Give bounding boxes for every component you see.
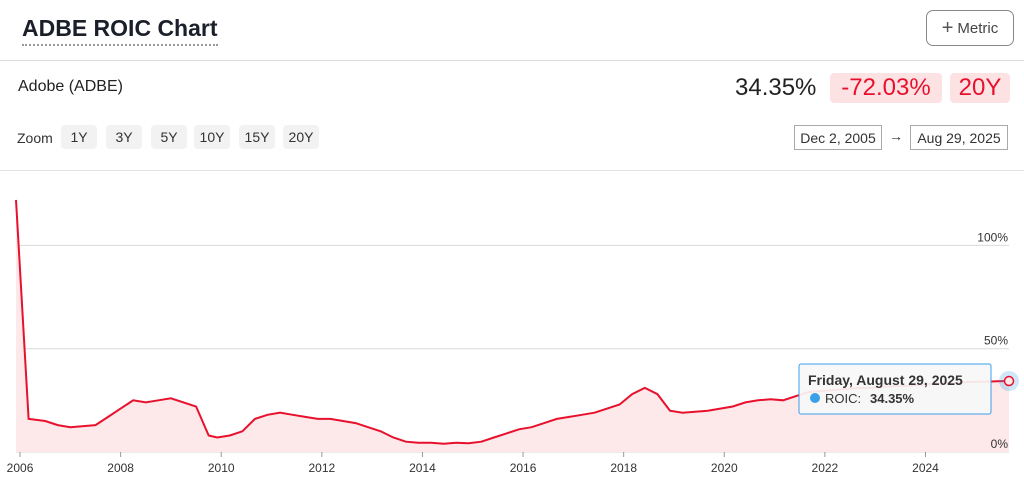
tooltip-date: Friday, August 29, 2025 — [808, 372, 963, 388]
tooltip-series-label: ROIC: — [825, 391, 861, 406]
x-tick-label: 2024 — [912, 461, 939, 475]
header-divider — [0, 60, 1024, 61]
zoom-5y-button[interactable]: 5Y — [151, 125, 187, 149]
zoom-15y-button[interactable]: 15Y — [239, 125, 275, 149]
y-tick-label: 0% — [991, 437, 1009, 451]
metric-button-label: Metric — [957, 19, 999, 37]
company-name: Adobe (ADBE) — [18, 78, 123, 95]
zoom-3y-button[interactable]: 3Y — [106, 125, 142, 149]
arrow-right-icon: → — [889, 128, 903, 144]
add-metric-button[interactable]: + Metric — [926, 10, 1014, 46]
period-badge: 20Y — [950, 73, 1010, 103]
zoom-1y-button[interactable]: 1Y — [61, 125, 97, 149]
y-tick-label: 100% — [977, 230, 1008, 244]
tooltip-value: 34.35% — [870, 391, 915, 406]
x-tick-label: 2014 — [409, 461, 436, 475]
tooltip-box — [798, 363, 992, 415]
x-tick-label: 2008 — [107, 461, 134, 475]
x-tick-label: 2006 — [7, 461, 34, 475]
x-tick-label: 2010 — [208, 461, 235, 475]
hover-marker — [999, 371, 1019, 392]
zoom-label: Zoom — [17, 130, 53, 146]
zoom-10y-button[interactable]: 10Y — [194, 125, 230, 149]
x-tick-label: 2022 — [812, 461, 839, 475]
hover-point — [1003, 375, 1015, 387]
x-tick-label: 2016 — [510, 461, 537, 475]
zoom-20y-button[interactable]: 20Y — [283, 125, 319, 149]
page-title: ADBE ROIC Chart — [22, 14, 218, 46]
to-date-input[interactable] — [910, 125, 1008, 150]
x-tick-label: 2020 — [711, 461, 738, 475]
change-badge: -72.03% — [830, 73, 942, 103]
current-value: 34.35% — [735, 74, 817, 101]
from-date-input[interactable] — [794, 125, 882, 150]
y-axis-ticks: 0% 50% 100% — [977, 230, 1008, 451]
x-tick-label: 2012 — [308, 461, 335, 475]
chart-top-border — [0, 170, 1024, 171]
chart-tooltip: Friday, August 29, 2025 ROIC: 34.35% — [798, 363, 992, 415]
x-axis-ticks: 2006 2008 2010 2012 2014 2016 2018 2020 2022 2024 — [7, 452, 939, 475]
plus-icon: + — [941, 17, 954, 39]
x-tick-label: 2018 — [610, 461, 637, 475]
tooltip-series-dot — [810, 393, 820, 403]
roic-area — [16, 199, 1009, 452]
y-tick-label: 50% — [984, 334, 1008, 348]
